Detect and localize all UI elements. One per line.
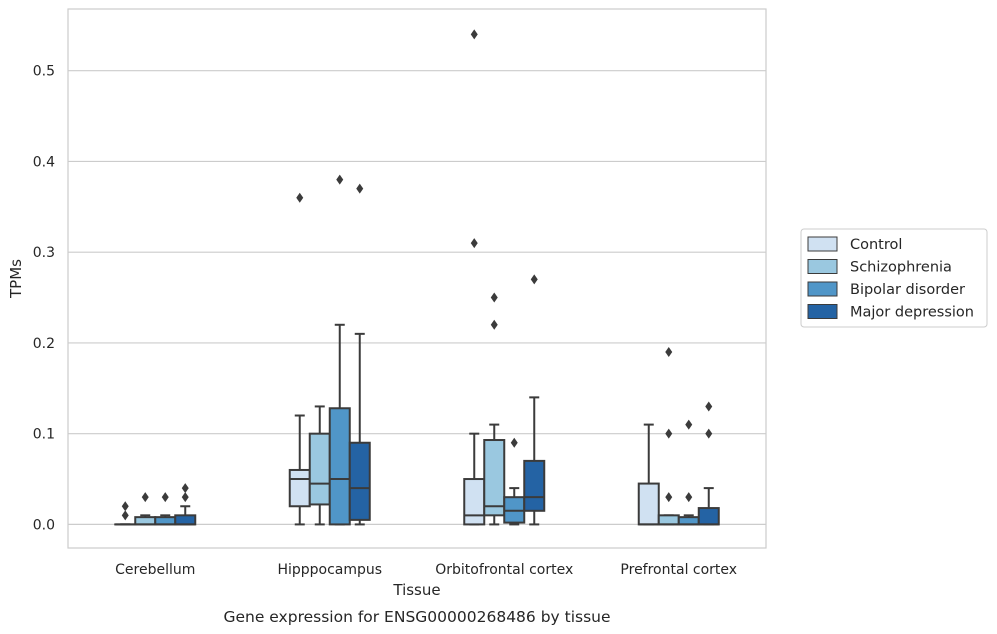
box xyxy=(637,423,660,526)
box xyxy=(657,347,680,526)
outlier-point xyxy=(510,437,518,448)
y-tick-labels: 0.0 0.1 0.2 0.3 0.4 0.5 xyxy=(33,64,55,534)
outlier-point xyxy=(181,483,189,494)
box-body xyxy=(134,516,157,526)
legend-frame xyxy=(800,228,988,328)
legend-label: Schizophrenia xyxy=(850,260,952,276)
box xyxy=(348,183,371,526)
box-body xyxy=(523,459,546,512)
box xyxy=(483,292,506,526)
box-body xyxy=(483,439,506,517)
outlier-point xyxy=(181,492,189,503)
y-tick-label: 0.1 xyxy=(33,427,55,443)
legend: Control Schizophrenia Bipolar disorder Majo… xyxy=(800,228,988,328)
outlier-point xyxy=(336,174,344,185)
legend-swatch xyxy=(807,236,838,252)
outlier-point xyxy=(121,510,129,521)
legend-swatch xyxy=(807,304,838,319)
box xyxy=(134,492,157,526)
box-body xyxy=(677,516,700,526)
outlier-point xyxy=(141,492,149,503)
box xyxy=(503,437,526,526)
series-group xyxy=(174,183,720,526)
outlier-point xyxy=(705,428,713,439)
box-body xyxy=(154,516,177,526)
box xyxy=(288,192,311,526)
outlier-point xyxy=(121,501,129,512)
legend-swatch xyxy=(807,259,838,274)
legend-label: Major depression xyxy=(850,305,974,321)
legend-label: Bipolar disorder xyxy=(850,282,965,298)
outlier-point xyxy=(665,428,673,439)
outlier-point xyxy=(470,238,478,249)
box xyxy=(174,483,197,526)
y-axis-label: TPMs xyxy=(7,259,25,299)
y-tick-label: 0.2 xyxy=(33,336,55,352)
box xyxy=(697,401,720,526)
legend-label: Control xyxy=(850,237,902,253)
outlier-point xyxy=(490,292,498,303)
box xyxy=(114,501,137,526)
box-body xyxy=(288,468,311,508)
series-group xyxy=(134,292,680,526)
y-tick-label: 0.4 xyxy=(33,154,55,170)
outlier-point xyxy=(665,347,673,357)
x-axis-label: Tissue xyxy=(392,581,440,599)
outlier-point xyxy=(685,492,693,503)
legend-swatch xyxy=(807,281,838,297)
box-body xyxy=(637,482,660,526)
box-body xyxy=(463,478,486,526)
outlier-point xyxy=(296,192,304,203)
x-tick-label: Hipppocampus xyxy=(277,562,382,578)
box xyxy=(154,492,177,526)
x-tick-label: Cerebellum xyxy=(115,562,195,578)
grid-lines xyxy=(68,70,766,526)
boxes xyxy=(114,29,720,526)
outlier-point xyxy=(685,419,693,430)
outlier-point xyxy=(705,401,713,412)
outlier-point xyxy=(161,492,169,503)
y-tick-label: 0.3 xyxy=(33,245,55,261)
series-group xyxy=(154,174,700,526)
outlier-point xyxy=(665,492,673,503)
figure-caption: Gene expression for ENSG00000268486 by t… xyxy=(223,608,610,626)
box-body xyxy=(697,507,720,526)
series-group xyxy=(114,29,660,526)
x-tick-label: Prefrontal cortex xyxy=(620,562,737,578)
outlier-point xyxy=(530,274,538,285)
box xyxy=(308,405,331,526)
box xyxy=(463,29,486,526)
box xyxy=(677,419,700,526)
box-body xyxy=(308,432,331,506)
x-tick-labels: Cerebellum Hipppocampus Orbitofrontal cort… xyxy=(115,562,737,578)
plot-frame xyxy=(67,8,767,549)
box xyxy=(523,274,546,526)
box-body xyxy=(348,441,371,521)
box xyxy=(328,174,351,526)
outlier-point xyxy=(490,319,498,330)
x-tick-label: Orbitofrontal cortex xyxy=(435,562,573,578)
box-body xyxy=(328,407,351,526)
outlier-point xyxy=(470,29,478,40)
y-tick-label: 0.5 xyxy=(33,64,55,80)
box-body xyxy=(657,514,680,526)
outlier-point xyxy=(356,183,364,194)
box-body xyxy=(174,514,197,526)
y-tick-label: 0.0 xyxy=(33,517,55,533)
